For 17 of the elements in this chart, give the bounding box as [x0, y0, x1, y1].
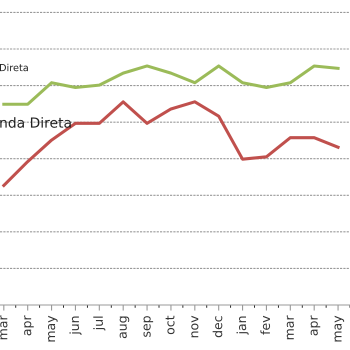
x-tick-label: apr — [310, 315, 320, 336]
x-tick-label: nov — [191, 316, 198, 338]
x-tick-label: aug — [120, 316, 130, 338]
x-tick-label: sep — [144, 316, 154, 337]
text: Direta — [0, 64, 28, 72]
x-tick-label: jan — [236, 316, 249, 335]
x-tick-label: jun — [69, 316, 82, 335]
x-tick-label: may — [48, 316, 58, 342]
x-tick-label: mar — [0, 315, 8, 340]
x-tick-label: fev — [260, 316, 270, 335]
x-tick-label: mar — [286, 315, 294, 340]
x-tick-label: apr — [24, 315, 34, 336]
x-tick-label: jul — [93, 316, 106, 331]
x-tick-label: dec — [212, 316, 222, 338]
series-label: nda Direta — [0, 117, 71, 128]
x-tick-label: oct — [166, 316, 175, 334]
x-tick-label: may — [334, 316, 344, 342]
